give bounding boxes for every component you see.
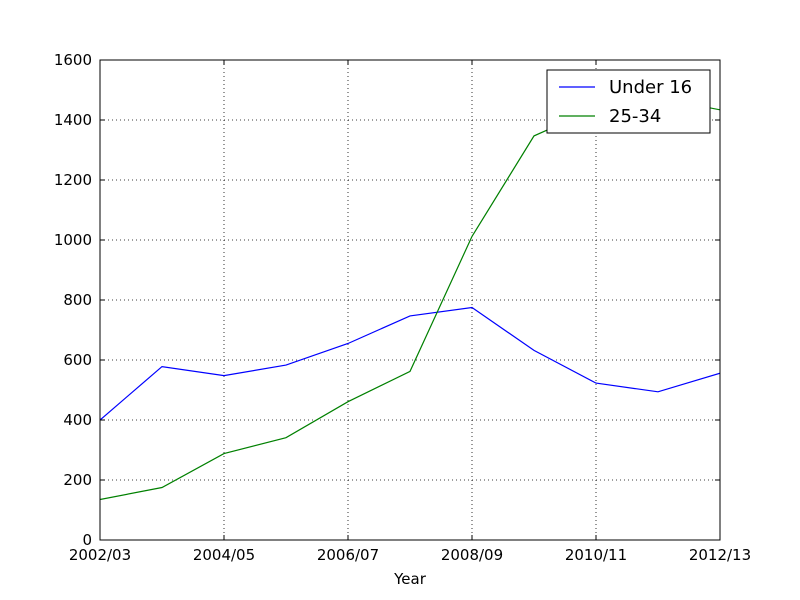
- y-tick-label: 600: [63, 351, 92, 369]
- legend-label: Under 16: [609, 77, 692, 98]
- x-tick-label: 2006/07: [317, 546, 379, 564]
- legend-box: [546, 69, 711, 134]
- legend: Under 16 25-34: [546, 69, 711, 134]
- x-tick-label: 2008/09: [441, 546, 503, 564]
- y-tick-label: 400: [63, 411, 92, 429]
- legend-label: 25-34: [609, 106, 661, 127]
- x-tick-label: 2010/11: [565, 546, 627, 564]
- series-line-1: [100, 97, 720, 501]
- y-tick-label: 800: [63, 291, 92, 309]
- y-tick-label: 200: [63, 471, 92, 489]
- x-axis-title: Year: [393, 570, 427, 588]
- x-tick-label: 2002/03: [69, 546, 131, 564]
- y-tick-label: 1600: [54, 51, 92, 69]
- series-line-0: [100, 306, 720, 421]
- y-tick-label: 0: [82, 531, 92, 549]
- y-tick-label: 1400: [54, 111, 92, 129]
- x-tick-label: 2004/05: [193, 546, 255, 564]
- x-tick-label: 2012/13: [689, 546, 751, 564]
- series-lines: [100, 97, 720, 501]
- y-tick-label: 1200: [54, 171, 92, 189]
- ticks: 0 200 400 600 800 1000 1200 1400 1600 2002/03 2004…: [54, 51, 751, 564]
- y-tick-label: 1000: [54, 231, 92, 249]
